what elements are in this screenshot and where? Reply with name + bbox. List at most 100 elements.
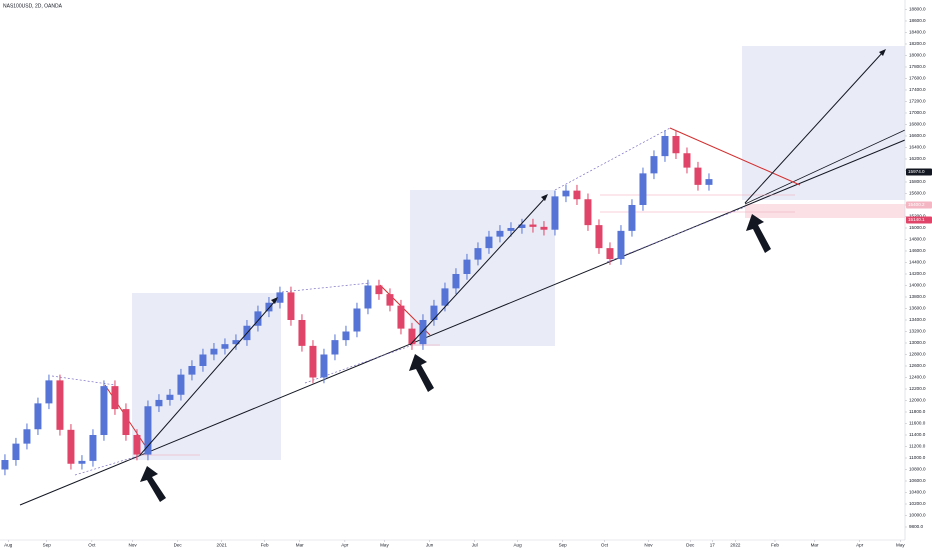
y-tick-label: 14000.0: [909, 283, 926, 288]
y-tick-label: 11600.0: [909, 421, 926, 426]
candle-body: [397, 305, 405, 329]
y-tick-label: 12600.0: [909, 363, 926, 368]
y-tick-label: 14800.0: [909, 237, 926, 242]
y-tick-label: 14200.0: [909, 271, 926, 276]
arrow: [139, 299, 277, 456]
target-zone: [745, 204, 905, 218]
big-arrow: [140, 466, 166, 502]
dotted-line: [281, 282, 371, 293]
candle-body: [485, 236, 493, 249]
candle-body: [23, 429, 31, 444]
dotted-line: [74, 455, 139, 476]
big-arrow: [409, 354, 434, 392]
candle-body: [78, 460, 86, 464]
y-tick-label: 11400.0: [909, 432, 926, 437]
candles: [1, 130, 713, 476]
candle-body: [419, 319, 427, 345]
candle-body: [430, 305, 438, 320]
dotted-line: [606, 206, 746, 263]
candle-body: [254, 311, 262, 326]
y-tick-label: 16800.0: [909, 122, 926, 127]
candle-body: [672, 135, 680, 154]
y-tick-label: 15200.0: [909, 214, 926, 219]
x-tick-label: May: [896, 543, 905, 548]
candle-body: [529, 224, 537, 227]
arrows: [139, 49, 886, 502]
y-tick-label: 18200.0: [909, 41, 926, 46]
price-badge: [906, 216, 932, 224]
candle-body: [56, 380, 64, 430]
y-tick-label: 16600.0: [909, 133, 926, 138]
candle-body: [463, 259, 471, 274]
candle-body: [518, 224, 526, 228]
y-tick-label: 12800.0: [909, 352, 926, 357]
candle-body: [12, 443, 20, 461]
candle-body: [199, 354, 207, 366]
x-tick-label: Jul: [472, 543, 478, 548]
x-tick-label: Nov: [128, 543, 137, 548]
candle-body: [683, 153, 691, 168]
x-tick-label: Feb: [261, 543, 269, 548]
price-badge-label: 15400.2: [908, 202, 925, 207]
candle-body: [650, 156, 658, 174]
candle-body: [540, 226, 548, 230]
candle-body: [496, 230, 504, 237]
y-tick-label: 14600.0: [909, 248, 926, 253]
candle-body: [166, 394, 174, 400]
y-tick-label: 17600.0: [909, 76, 926, 81]
candle-body: [694, 167, 702, 185]
arrowhead: [879, 49, 886, 56]
dotted-line: [51, 375, 116, 386]
x-tick-label: Aug: [4, 543, 13, 548]
candle-body: [265, 302, 273, 312]
candle-body: [474, 248, 482, 260]
price-badge-label: 15140.1: [908, 217, 925, 222]
y-tick-label: 16400.0: [909, 145, 926, 150]
candle-body: [386, 294, 394, 306]
candle-body: [155, 399, 163, 407]
x-tick-label: Aug: [513, 543, 522, 548]
break-line: [669, 127, 801, 186]
candle-body: [221, 344, 229, 349]
dotted-line: [554, 127, 671, 191]
arrow: [409, 196, 547, 346]
y-tick-label: 18400.0: [909, 30, 926, 35]
candle-body: [89, 435, 97, 461]
candle-body: [111, 386, 119, 410]
arrowhead: [541, 194, 548, 201]
candle-body: [287, 292, 295, 320]
x-tick-label: May: [380, 543, 389, 548]
candle-body: [232, 340, 240, 345]
y-tick-label: 11200.0: [909, 444, 926, 449]
candle-body: [276, 292, 284, 303]
y-tick-label: 13400.0: [909, 317, 926, 322]
dotted-line: [304, 345, 411, 384]
x-tick-label: Sep: [559, 543, 568, 548]
y-tick-label: 16200.0: [909, 156, 926, 161]
x-tick-label: 2022: [730, 543, 741, 548]
y-tick-label: 18800.0: [909, 7, 926, 12]
y-tick-label: 17000.0: [909, 110, 926, 115]
candle-body: [584, 199, 592, 226]
candle-body: [100, 386, 108, 436]
candle-body: [562, 190, 570, 197]
candle-body: [320, 354, 328, 378]
y-tick-label: 12400.0: [909, 375, 926, 380]
y-tick-label: 13600.0: [909, 306, 926, 311]
y-tick-label: 11800.0: [909, 409, 926, 414]
x-tick-label: Feb: [771, 543, 779, 548]
arrowhead: [271, 297, 278, 304]
candle-body: [595, 225, 603, 249]
price-badge: [906, 201, 932, 209]
trendline: [744, 129, 906, 205]
candle-body: [45, 380, 53, 404]
impulse-box: [410, 190, 555, 346]
candle-body: [342, 331, 350, 341]
candle-body: [144, 406, 152, 455]
y-tick-label: 18000.0: [909, 53, 926, 58]
y-tick-label: 11000.0: [909, 455, 926, 460]
y-tick-label: 14400.0: [909, 260, 926, 265]
candle-body: [573, 190, 581, 200]
candle-body: [309, 345, 317, 378]
candle-body: [122, 409, 130, 436]
